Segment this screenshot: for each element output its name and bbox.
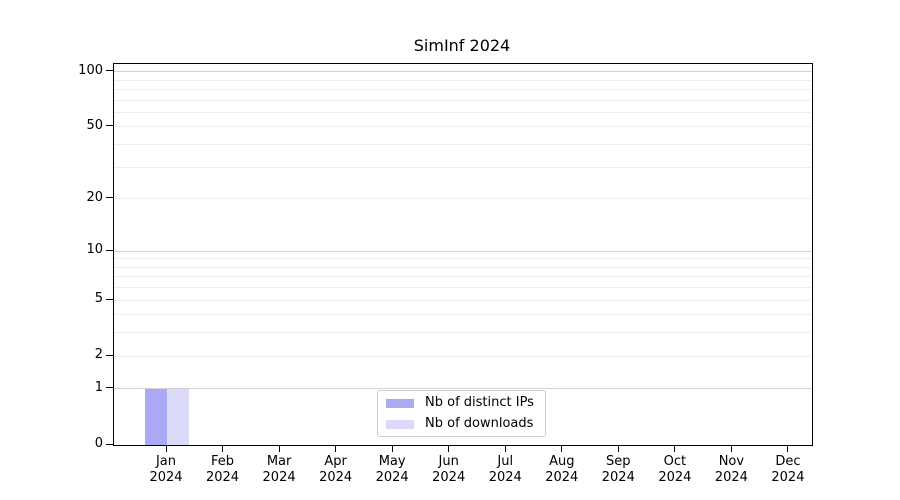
legend-swatch-downloads xyxy=(386,419,414,429)
x-tick-label: May 2024 xyxy=(375,454,409,485)
legend-label-distinct-ips: Nb of distinct IPs xyxy=(425,395,534,410)
legend-item-downloads: Nb of downloads xyxy=(386,416,537,432)
y-tick-mark xyxy=(106,249,113,251)
y-tick-label: 1 xyxy=(94,379,103,395)
x-tick-label: Dec 2024 xyxy=(771,454,805,485)
gridline-minor xyxy=(114,314,812,316)
y-tick-mark xyxy=(106,70,113,72)
y-tick-label: 50 xyxy=(86,117,103,133)
y-tick-mark xyxy=(106,443,113,445)
gridline-minor xyxy=(114,287,812,289)
x-tick-mark xyxy=(561,445,563,452)
y-tick-label: 100 xyxy=(78,62,103,78)
x-tick-label: Nov 2024 xyxy=(714,454,748,485)
gridline-minor xyxy=(114,332,812,334)
plot-area xyxy=(113,63,813,446)
x-tick-label: Mar 2024 xyxy=(262,454,296,485)
gridline-major xyxy=(114,250,812,252)
x-tick-mark xyxy=(674,445,676,452)
gridline-major xyxy=(114,388,812,390)
gridline-minor xyxy=(114,79,812,81)
legend-item-distinct-ips: Nb of distinct IPs xyxy=(386,395,537,411)
y-tick-mark xyxy=(106,354,113,356)
y-tick-label: 5 xyxy=(94,291,103,307)
x-tick-label: Sep 2024 xyxy=(601,454,635,485)
x-tick-label: Jul 2024 xyxy=(488,454,522,485)
x-tick-mark xyxy=(787,445,789,452)
legend: Nb of distinct IPs Nb of downloads xyxy=(377,390,546,437)
y-tick-label: 2 xyxy=(94,347,103,363)
gridline-minor xyxy=(114,266,812,268)
gridline-minor xyxy=(114,88,812,90)
x-tick-label: Jun 2024 xyxy=(432,454,466,485)
x-tick-mark xyxy=(391,445,393,452)
x-tick-mark xyxy=(448,445,450,452)
gridline-minor xyxy=(114,99,812,101)
gridline-minor xyxy=(114,144,812,146)
chart-title: SimInf 2024 xyxy=(413,36,511,55)
x-tick-label: Feb 2024 xyxy=(205,454,240,485)
y-tick-label: 20 xyxy=(86,189,103,205)
gridline-minor xyxy=(114,166,812,168)
gridline-minor xyxy=(114,299,812,301)
y-tick-label: 10 xyxy=(86,242,103,257)
y-tick-mark xyxy=(106,125,113,127)
legend-swatch-distinct-ips xyxy=(386,398,414,408)
gridline-minor xyxy=(114,126,812,128)
x-tick-label: Aug 2024 xyxy=(545,454,579,485)
x-tick-mark xyxy=(730,445,732,452)
bar-distinct-ips xyxy=(145,388,167,445)
y-tick-mark xyxy=(106,387,113,389)
gridline-minor xyxy=(114,111,812,113)
x-tick-label: Jan 2024 xyxy=(149,454,183,485)
gridline-minor xyxy=(114,198,812,200)
x-tick-label: Apr 2024 xyxy=(319,454,353,485)
bar-downloads xyxy=(167,388,189,445)
legend-label-downloads: Nb of downloads xyxy=(425,416,534,431)
y-tick-label: 0 xyxy=(94,436,103,451)
gridline-minor xyxy=(114,258,812,260)
x-tick-mark xyxy=(617,445,619,452)
x-tick-mark xyxy=(278,445,280,452)
gridline-minor xyxy=(114,355,812,357)
x-tick-label: Oct 2024 xyxy=(658,454,692,485)
x-tick-mark xyxy=(222,445,224,452)
x-tick-mark xyxy=(504,445,506,452)
y-tick-mark xyxy=(106,197,113,199)
gridline-minor xyxy=(114,276,812,278)
gridline-major xyxy=(114,71,812,73)
x-tick-mark xyxy=(165,445,167,452)
x-tick-mark xyxy=(335,445,337,452)
y-tick-mark xyxy=(106,298,113,300)
